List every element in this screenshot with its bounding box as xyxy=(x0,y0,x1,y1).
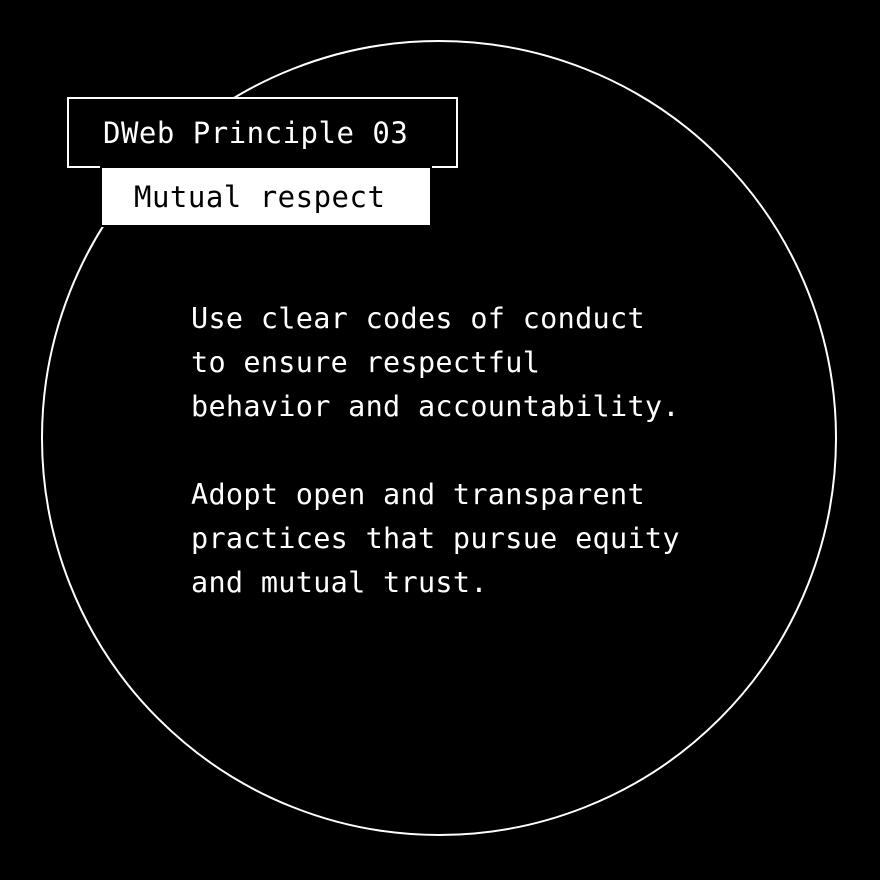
description-line: Adopt open and transparent xyxy=(191,478,645,511)
description-line: and mutual trust. xyxy=(191,566,488,599)
principle-number-label: DWeb Principle 03 xyxy=(67,97,458,168)
principle-title-text: Mutual respect xyxy=(134,179,386,214)
description-paragraph-2: Adopt open and transparent practices tha… xyxy=(191,473,791,605)
description-line: behavior and accountability. xyxy=(191,390,680,423)
principle-title-label: Mutual respect xyxy=(100,166,432,227)
principle-number-text: DWeb Principle 03 xyxy=(103,115,409,150)
description-line: practices that pursue equity xyxy=(191,522,680,555)
description-line: Use clear codes of conduct xyxy=(191,302,645,335)
principle-description: Use clear codes of conduct to ensure res… xyxy=(191,297,791,605)
decorative-circle xyxy=(41,40,837,836)
description-line: to ensure respectful xyxy=(191,346,541,379)
description-paragraph-1: Use clear codes of conduct to ensure res… xyxy=(191,297,791,429)
